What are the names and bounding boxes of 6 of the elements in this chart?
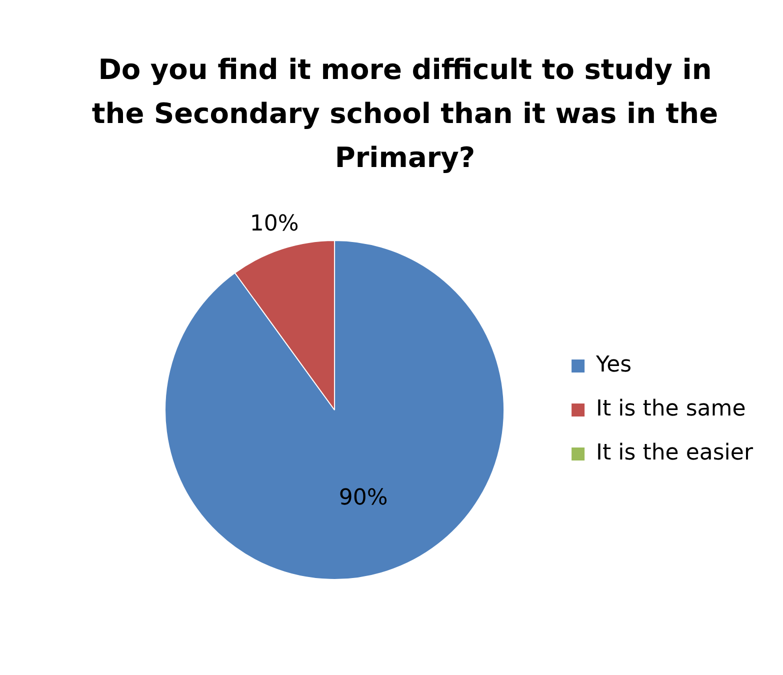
data-label: 90% bbox=[338, 485, 388, 510]
legend-label: It is the easier bbox=[596, 440, 754, 466]
legend-label: Yes bbox=[595, 352, 632, 378]
chart-title: Do you find it more difficult to study in the Secondary school than it was in the Primary? bbox=[90, 52, 720, 176]
legend-label: It is the same bbox=[596, 396, 746, 422]
data-label: 10% bbox=[250, 211, 299, 236]
